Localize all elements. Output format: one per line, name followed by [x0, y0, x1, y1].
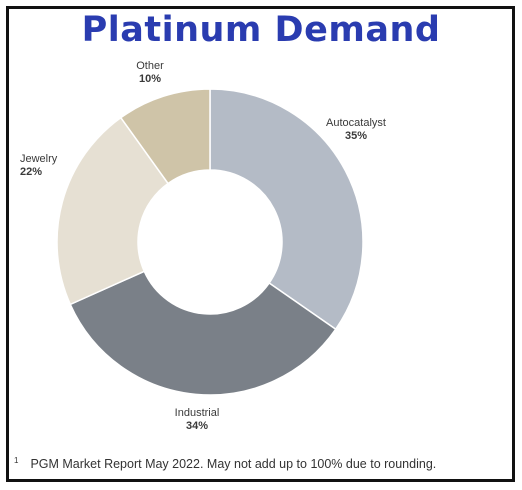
chart-title: Platinum Demand — [81, 10, 441, 50]
slice-value-jewelry: 22% — [20, 166, 42, 178]
slice-label-jewelry: Jewelry — [20, 153, 58, 165]
slice-label-industrial: Industrial — [175, 407, 220, 419]
slice-industrial — [69, 270, 337, 396]
footnote-marker: 1 — [14, 456, 19, 465]
slice-label-other: Other — [136, 60, 164, 72]
slice-label-autocatalyst: Autocatalyst — [326, 117, 386, 129]
slice-autocatalyst — [209, 88, 364, 331]
slice-value-industrial: 34% — [186, 420, 208, 432]
slice-other — [119, 88, 211, 185]
slice-value-autocatalyst: 35% — [345, 130, 367, 142]
footnote: 1 PGM Market Report May 2022. May not add… — [14, 456, 436, 471]
footnote-text: PGM Market Report May 2022. May not add … — [30, 457, 437, 471]
slice-value-other: 10% — [139, 73, 161, 85]
slice-jewelry — [56, 116, 170, 306]
